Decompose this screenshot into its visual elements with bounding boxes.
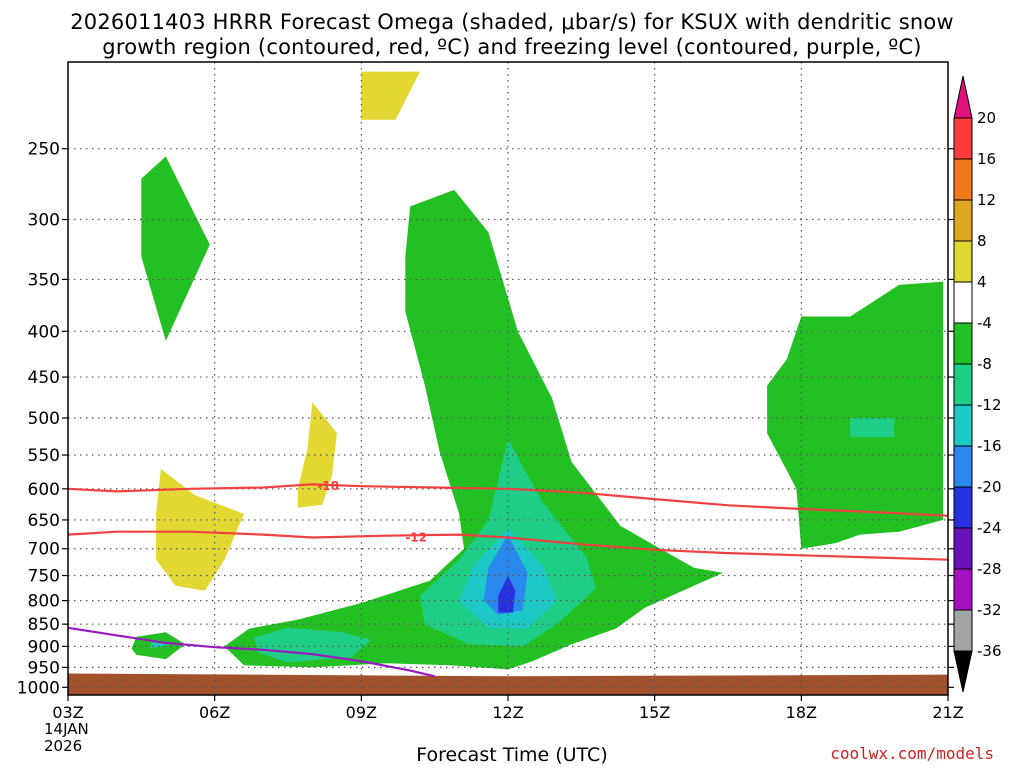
colorbar-tick-label-11: -28 <box>977 560 1002 578</box>
omega-region-10 <box>498 575 516 613</box>
contour-line-0 <box>67 483 949 517</box>
omega-region-1 <box>224 189 724 670</box>
colorbar-swatch-8 <box>953 445 973 488</box>
x-tick-label-12Z: 12Z <box>492 703 523 722</box>
y-tick-label-700: 700 <box>28 540 60 560</box>
colorbar-swatch-9 <box>953 486 973 529</box>
x-tick-label-09Z: 09Z <box>346 703 377 722</box>
colorbar-swatch-10 <box>953 527 973 570</box>
y-tick-label-400: 400 <box>28 322 60 342</box>
contour-label-1: -12 <box>405 530 427 544</box>
y-tick-label-500: 500 <box>28 409 60 429</box>
y-tick-label-800: 800 <box>28 592 60 612</box>
omega-region-0 <box>141 156 210 341</box>
colorbar-tick-label-10: -24 <box>977 519 1002 537</box>
chart-title-line-1: 2026011403 HRRR Forecast Omega (shaded, … <box>70 10 954 34</box>
chart-title-line-2: growth region (contoured, red, ºC) and f… <box>102 35 922 59</box>
colorbar-top-arrow <box>953 75 973 119</box>
colorbar-swatch-4 <box>953 281 973 324</box>
colorbar-swatch-11 <box>953 568 973 611</box>
y-tick-label-900: 900 <box>28 637 60 657</box>
y-tick-label-1000: 1000 <box>17 678 60 698</box>
x-tick-label-03Z: 03Z <box>52 703 83 722</box>
terrain-below-ground <box>68 673 948 695</box>
x-start-date-year: 2026 <box>44 737 83 755</box>
contour-line-2 <box>67 626 435 678</box>
colorbar-tick-label-4: 4 <box>977 273 987 291</box>
y-tick-label-300: 300 <box>28 211 60 231</box>
x-tick-label-21Z: 21Z <box>932 703 963 722</box>
colorbar-swatch-3 <box>953 240 973 283</box>
x-tick-label-06Z: 06Z <box>199 703 230 722</box>
colorbar-swatch-1 <box>953 158 973 201</box>
y-tick-label-950: 950 <box>28 658 60 678</box>
omega-region-3 <box>767 281 944 549</box>
y-tick-label-550: 550 <box>28 446 60 466</box>
colorbar-tick-label-7: -12 <box>977 396 1002 414</box>
colorbar-swatch-5 <box>953 322 973 365</box>
colorbar-bottom-arrow <box>953 650 973 693</box>
omega-region-5 <box>253 627 372 663</box>
colorbar-tick-label-2: 12 <box>977 191 996 209</box>
omega-region-13 <box>361 71 420 120</box>
y-tick-label-350: 350 <box>28 270 60 290</box>
y-tick-label-600: 600 <box>28 480 60 500</box>
omega-region-8 <box>151 642 171 649</box>
colorbar-tick-label-1: 16 <box>977 150 996 168</box>
colorbar-tick-label-6: -8 <box>977 355 992 373</box>
x-axis-label: Forecast Time (UTC) <box>416 744 608 766</box>
colorbar-swatch-2 <box>953 199 973 242</box>
omega-region-9 <box>483 534 528 615</box>
colorbar-tick-label-13: -36 <box>977 642 1002 660</box>
y-tick-label-650: 650 <box>28 511 60 531</box>
contour-label-0: -18 <box>317 479 339 493</box>
omega-region-11 <box>156 468 244 591</box>
x-start-date-day: 14JAN <box>44 720 89 738</box>
colorbar-tick-label-9: -20 <box>977 478 1002 496</box>
y-tick-label-450: 450 <box>28 368 60 388</box>
x-tick-label-18Z: 18Z <box>786 703 817 722</box>
y-tick-label-250: 250 <box>28 140 60 160</box>
omega-region-6 <box>850 418 895 437</box>
colorbar-tick-label-0: 20 <box>977 109 996 127</box>
y-tick-label-750: 750 <box>28 567 60 587</box>
colorbar-tick-label-3: 8 <box>977 232 987 250</box>
colorbar-tick-label-8: -16 <box>977 437 1002 455</box>
y-tick-label-850: 850 <box>28 615 60 635</box>
colorbar-tick-label-12: -32 <box>977 601 1002 619</box>
colorbar-swatch-12 <box>953 609 973 652</box>
colorbar-tick-label-5: -4 <box>977 314 992 332</box>
source-credit: coolwx.com/models <box>830 744 994 763</box>
contour-line-1 <box>67 530 949 561</box>
x-tick-label-15Z: 15Z <box>639 703 670 722</box>
colorbar-swatch-6 <box>953 363 973 406</box>
omega-region-12 <box>297 402 337 508</box>
colorbar-swatch-7 <box>953 404 973 447</box>
colorbar-swatch-0 <box>953 117 973 160</box>
